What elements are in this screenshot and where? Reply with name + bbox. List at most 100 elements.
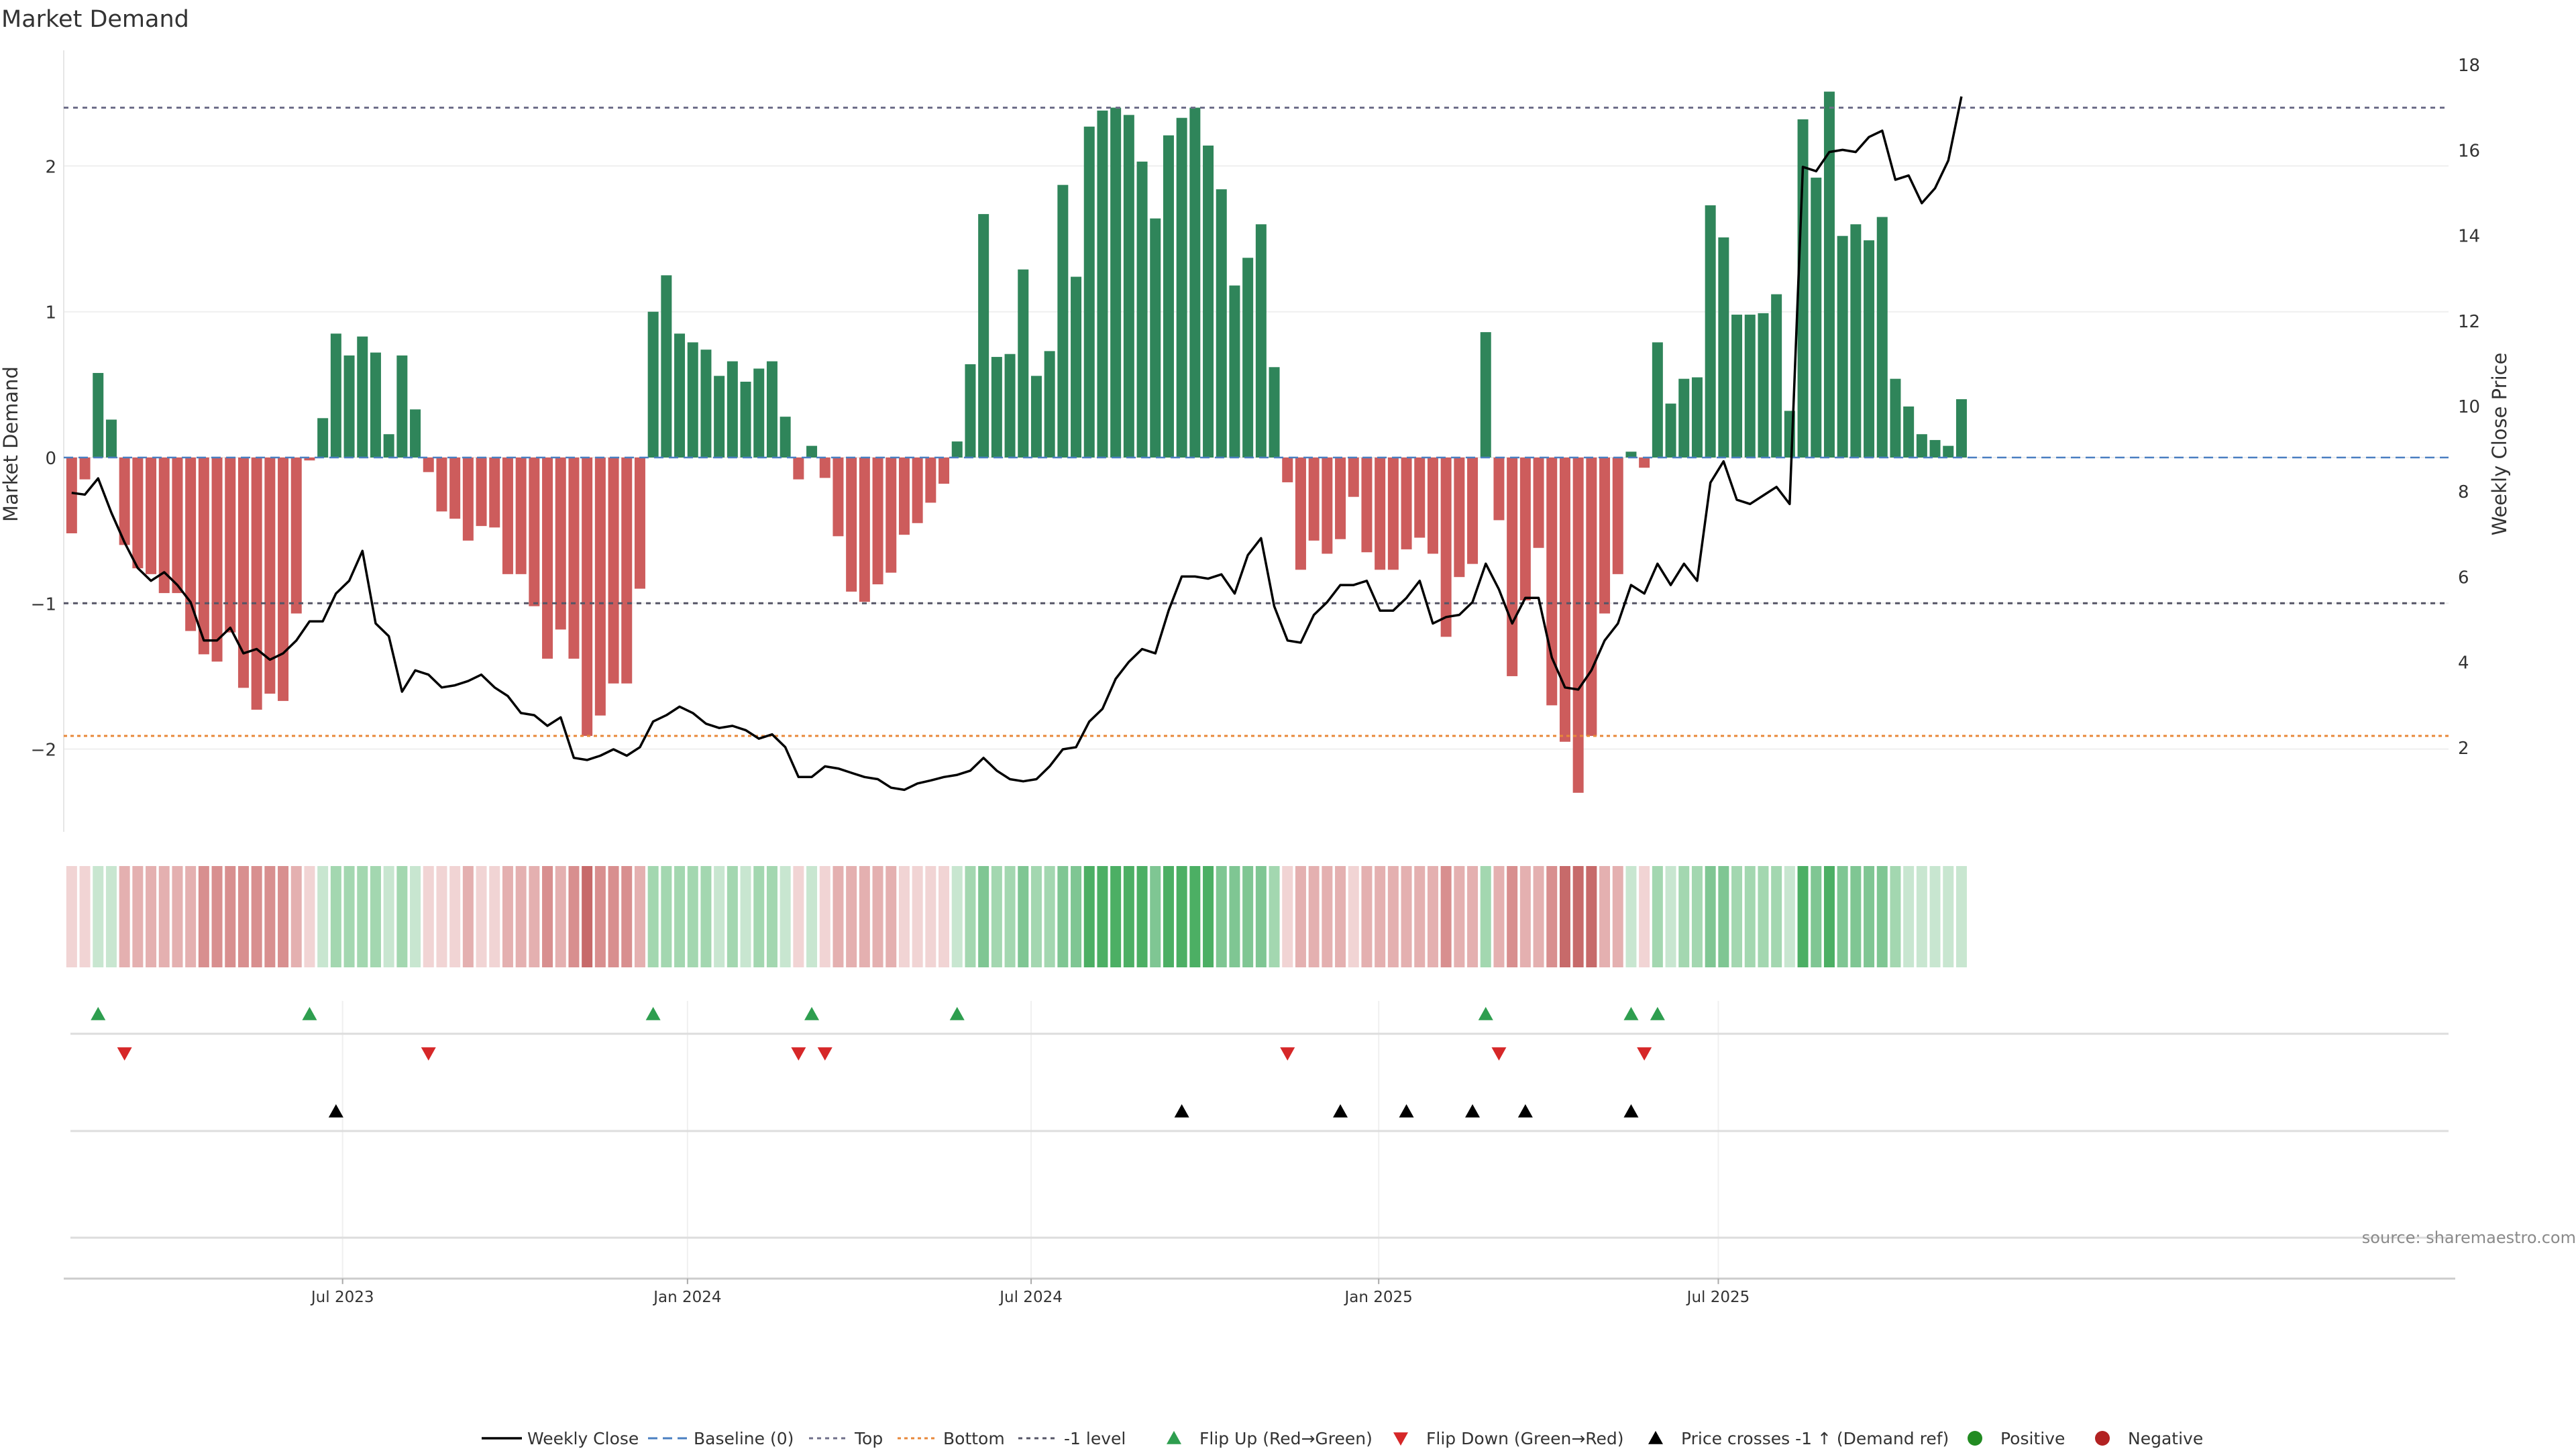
heat-cell-negative — [1493, 866, 1505, 967]
demand-bar-positive — [1229, 285, 1240, 458]
heat-cell-positive — [1758, 866, 1769, 967]
heat-cell-positive — [370, 866, 381, 967]
demand-bar-positive — [1797, 119, 1809, 458]
demand-bar-positive — [410, 409, 421, 458]
demand-bar-positive — [1480, 332, 1491, 458]
right-tick-label: 12 — [2458, 312, 2480, 332]
demand-bar-positive — [1163, 135, 1174, 458]
heat-cell-positive — [1057, 866, 1069, 967]
heat-cell-positive — [1189, 866, 1201, 967]
right-tick-label: 2 — [2458, 739, 2469, 759]
demand-bar-negative — [1599, 458, 1611, 614]
heat-cell-positive — [1678, 866, 1690, 967]
demand-bar-negative — [885, 458, 897, 573]
price-cross-marker — [1517, 1104, 1533, 1118]
demand-bar-positive — [1189, 107, 1201, 458]
demand-bar-negative — [1414, 458, 1426, 538]
heat-cell-negative — [1546, 866, 1558, 967]
demand-bar-positive — [1771, 294, 1782, 458]
demand-bar-negative — [1322, 458, 1333, 554]
right-axis-label: Weekly Close Price — [2488, 353, 2511, 536]
demand-bar-positive — [714, 376, 725, 458]
heat-cell-negative — [793, 866, 804, 967]
heat-cell-negative — [489, 866, 500, 967]
demand-bar-positive — [1269, 367, 1280, 458]
heat-cell-negative — [237, 866, 249, 967]
demand-bar-negative — [898, 458, 910, 535]
heat-cell-negative — [423, 866, 434, 967]
flip-up-marker — [91, 1007, 106, 1020]
demand-bar-positive — [1136, 161, 1148, 458]
heat-cell-positive — [1784, 866, 1795, 967]
price-cross-marker — [1465, 1104, 1481, 1118]
heat-cell-negative — [1599, 866, 1611, 967]
legend-label: -1 level — [1064, 1429, 1126, 1448]
demand-bar-negative — [132, 458, 144, 569]
heat-cell-positive — [1837, 866, 1848, 967]
demand-bar-negative — [225, 458, 236, 633]
heat-cell-positive — [780, 866, 791, 967]
heat-cell-negative — [1639, 866, 1650, 967]
heat-cell-negative — [912, 866, 923, 967]
heat-cell-negative — [264, 866, 276, 967]
price-cross-marker — [1174, 1104, 1189, 1118]
heat-cell-negative — [1519, 866, 1531, 967]
demand-bar-positive — [383, 434, 394, 458]
x-tick-label: Jan 2025 — [1344, 1289, 1413, 1306]
demand-heat-strip — [66, 866, 1967, 967]
heat-cell-positive — [1744, 866, 1756, 967]
heat-cell-negative — [1440, 866, 1452, 967]
legend-item-top: Top — [809, 1429, 883, 1448]
demand-bar-negative — [476, 458, 487, 527]
x-tick-label: Jul 2023 — [310, 1289, 374, 1306]
demand-bar-negative — [1507, 458, 1518, 676]
heat-cell-negative — [198, 866, 209, 967]
heat-cell-positive — [317, 866, 329, 967]
heat-cell-positive — [1850, 866, 1862, 967]
legend-label: Top — [854, 1429, 883, 1448]
heat-cell-negative — [304, 866, 315, 967]
heat-cell-negative — [1348, 866, 1359, 967]
demand-bar-positive — [1876, 217, 1888, 458]
demand-bar-positive — [343, 355, 355, 458]
demand-bar-positive — [674, 333, 686, 458]
heat-cell-negative — [1586, 866, 1597, 967]
demand-bar-positive — [1004, 354, 1016, 458]
heat-cell-positive — [1269, 866, 1280, 967]
heat-cell-positive — [1110, 866, 1122, 967]
demand-bar-negative — [119, 458, 130, 545]
heat-cell-positive — [1044, 866, 1055, 967]
demand-bar-positive — [1731, 315, 1743, 458]
demand-bar-negative — [449, 458, 461, 519]
demand-bar-positive — [991, 357, 1002, 458]
demand-bar-positive — [1242, 258, 1254, 458]
demand-bar-positive — [1955, 399, 1967, 458]
demand-bar-negative — [79, 458, 91, 480]
heat-cell-negative — [542, 866, 553, 967]
demand-bar-positive — [1811, 177, 1822, 458]
legend-item-price_cross: Price crosses -1 ↑ (Demand ref) — [1648, 1429, 1949, 1448]
demand-bar-positive — [978, 214, 989, 458]
heat-cell-negative — [594, 866, 606, 967]
left-axis-label: Market Demand — [0, 366, 22, 522]
heat-cell-negative — [172, 866, 183, 967]
demand-bar-positive — [1903, 406, 1915, 458]
legend-swatch — [2095, 1431, 2110, 1446]
heat-cell-negative — [1322, 866, 1333, 967]
heat-cell-negative — [1308, 866, 1320, 967]
heat-cell-positive — [1665, 866, 1676, 967]
demand-bar-negative — [938, 458, 950, 484]
demand-bar-negative — [1387, 458, 1399, 570]
legend-item-minus_one: -1 level — [1018, 1429, 1126, 1448]
date-axis: Jul 2023 Jan 2024 Jul 2024 Jan 2025 Jul 2025 — [64, 1277, 2455, 1306]
heat-cell-positive — [1083, 866, 1095, 967]
demand-bar-negative — [1639, 458, 1650, 468]
heat-cell-negative — [1612, 866, 1623, 967]
demand-bar-positive — [687, 342, 698, 458]
demand-bar-negative — [1335, 458, 1346, 539]
heat-cell-negative — [819, 866, 830, 967]
legend-item-negative: Negative — [2095, 1429, 2203, 1448]
heat-cell-positive — [396, 866, 408, 967]
heat-cell-positive — [1823, 866, 1835, 967]
heat-cell-negative — [1427, 866, 1438, 967]
